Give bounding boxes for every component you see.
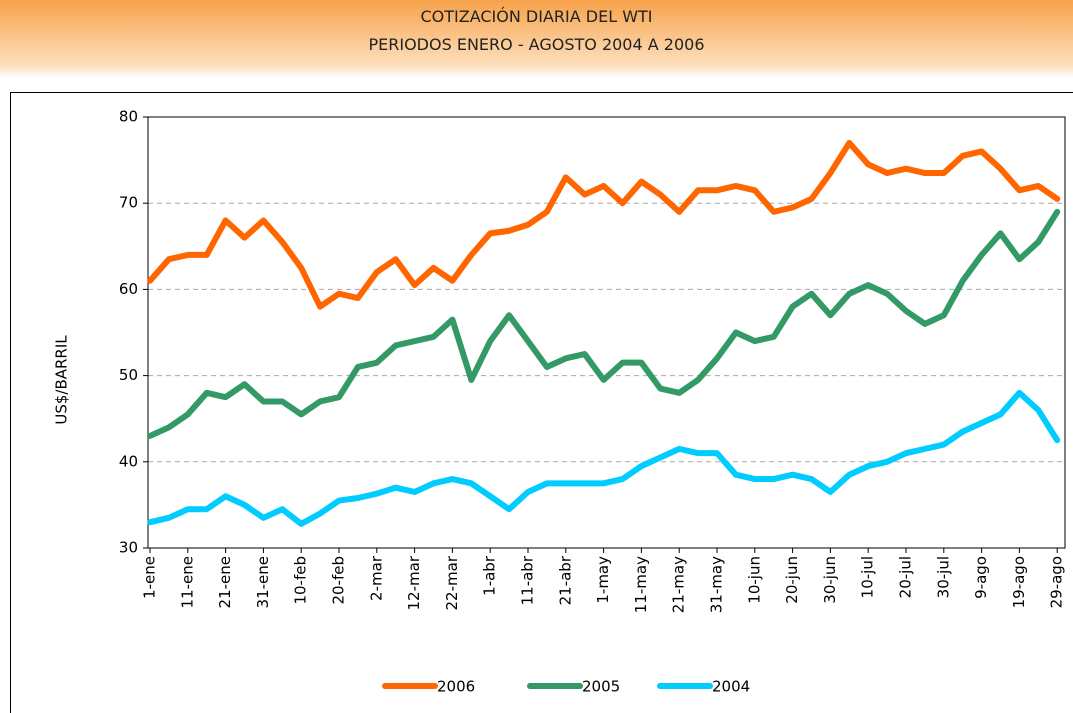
x-tick-label: 31-ene	[254, 556, 272, 608]
x-tick-label: 21-ene	[216, 556, 234, 608]
series-line	[147, 139, 1061, 310]
x-tick-label: 12-mar	[405, 555, 423, 610]
series-line	[147, 208, 1061, 439]
series-line	[147, 389, 1061, 527]
x-tick-label: 1-may	[594, 556, 612, 604]
x-tick-label: 21-abr	[556, 555, 574, 605]
x-tick-label: 21-may	[670, 556, 688, 613]
legend-label: 2005	[582, 678, 620, 696]
chart-border	[10, 92, 1073, 713]
x-tick-label: 29-ago	[1048, 556, 1066, 608]
x-tick-label: 11-may	[632, 556, 650, 613]
y-tick-label: 80	[119, 108, 138, 126]
x-tick-label: 10-jul	[859, 556, 877, 598]
x-tick-label: 30-jul	[934, 556, 952, 598]
subtitle: PERIODOS ENERO - AGOSTO 2004 A 2006	[368, 35, 705, 54]
header: COTIZACIÓN DIARIA DEL WTI PERIODOS ENERO…	[0, 0, 1073, 78]
x-tick-label: 1-abr	[481, 555, 499, 596]
x-tick-label: 30-jun	[821, 556, 839, 604]
x-tick-label: 20-feb	[330, 556, 348, 605]
x-tick-label: 9-ago	[972, 556, 990, 599]
y-tick-label: 60	[119, 280, 138, 298]
x-tick-label: 19-ago	[1010, 556, 1028, 608]
x-tick-label: 11-ene	[178, 556, 196, 608]
y-tick-label: 30	[119, 539, 138, 557]
x-tick-label: 20-jun	[783, 556, 801, 604]
title: COTIZACIÓN DIARIA DEL WTI	[420, 7, 653, 26]
x-tick-label: 10-feb	[292, 556, 310, 605]
y-axis-label: US$/BARRIL	[53, 335, 71, 425]
x-tick-label: 20-jul	[897, 556, 915, 598]
x-tick-label: 11-abr	[519, 555, 537, 605]
x-tick-label: 10-jun	[745, 556, 763, 604]
x-tick-label: 31-may	[708, 556, 726, 613]
y-tick-label: 70	[119, 194, 138, 212]
plot-area	[147, 116, 1066, 549]
x-tick-label: 2-mar	[367, 555, 385, 601]
x-tick-label: 22-mar	[443, 555, 461, 610]
legend-label: 2006	[437, 678, 475, 696]
y-tick-label: 40	[119, 452, 138, 470]
legend-label: 2004	[712, 678, 750, 696]
y-tick-label: 50	[119, 366, 138, 384]
x-tick-label: 1-ene	[141, 556, 159, 599]
